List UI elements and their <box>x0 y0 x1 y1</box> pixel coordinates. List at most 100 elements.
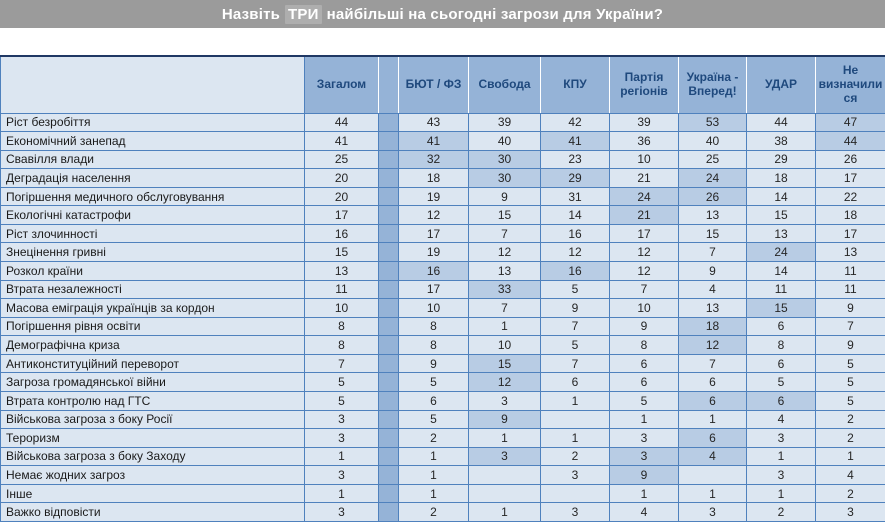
separator-cell <box>378 316 399 337</box>
value-cell: 11 <box>815 261 885 281</box>
value-cell: 4 <box>678 279 747 300</box>
table-row: Демографічна криза 8 8 10 5 8 12 8 9 <box>0 335 885 355</box>
table-body: Ріст безробіття 44 43 39 42 39 53 44 47 Економічн… <box>0 112 885 522</box>
value-cell: 40 <box>678 131 747 151</box>
value-cell: 5 <box>304 372 379 392</box>
table-row: Втрата незалежності 11 17 33 5 7 4 11 11 <box>0 279 885 300</box>
value-cell: 1 <box>468 428 541 448</box>
value-cell: 1 <box>304 483 379 504</box>
value-cell <box>468 465 541 485</box>
value-cell-highlighted: 3 <box>609 446 679 467</box>
value-cell <box>678 465 747 485</box>
title-bar: Назвіть ТРИ найбільші на сьогодні загроз… <box>0 0 885 28</box>
value-cell: 2 <box>398 502 469 522</box>
value-cell: 13 <box>678 298 747 318</box>
value-cell: 15 <box>468 205 541 225</box>
value-cell-highlighted: 21 <box>609 205 679 225</box>
value-cell: 18 <box>815 205 885 225</box>
row-label: Антиконституційний переворот <box>0 353 305 374</box>
value-cell: 36 <box>609 131 679 151</box>
value-cell: 10 <box>398 298 469 318</box>
row-label: Свавілля влади <box>0 149 305 170</box>
value-cell-highlighted: 47 <box>815 112 885 133</box>
value-cell: 12 <box>398 205 469 225</box>
value-cell: 9 <box>815 298 885 318</box>
row-label: Військова загроза з боку Росії <box>0 409 305 430</box>
separator-cell <box>378 502 399 522</box>
value-cell: 12 <box>609 261 679 281</box>
value-cell: 2 <box>746 502 816 522</box>
row-label: Тероризм <box>0 428 305 448</box>
value-cell: 15 <box>746 205 816 225</box>
value-cell: 12 <box>609 242 679 262</box>
separator-cell <box>378 261 399 281</box>
value-cell: 7 <box>540 353 610 374</box>
column-header: Свобода <box>468 56 541 114</box>
value-cell: 4 <box>815 465 885 485</box>
value-cell <box>540 409 610 430</box>
value-cell: 2 <box>815 409 885 430</box>
row-label: Ріст безробіття <box>0 112 305 133</box>
title-suffix: найбільші на сьогодні загрози для Україн… <box>326 5 664 23</box>
table-row: Інше 1 1 1 1 1 2 <box>0 483 885 504</box>
value-cell: 11 <box>815 279 885 300</box>
value-cell: 3 <box>304 409 379 430</box>
value-cell: 29 <box>746 149 816 170</box>
table-row: Військова загроза з боку Росії 3 5 9 1 1 4 2 <box>0 409 885 430</box>
value-cell: 7 <box>678 242 747 262</box>
value-cell: 40 <box>468 131 541 151</box>
separator-cell <box>378 372 399 392</box>
value-cell-highlighted: 53 <box>678 112 747 133</box>
spacer <box>0 28 885 55</box>
value-cell: 39 <box>609 112 679 133</box>
value-cell-highlighted: 33 <box>468 279 541 300</box>
value-cell: 3 <box>609 428 679 448</box>
value-cell: 44 <box>746 112 816 133</box>
value-cell: 4 <box>746 409 816 430</box>
value-cell: 3 <box>304 502 379 522</box>
value-cell: 6 <box>398 390 469 411</box>
value-cell: 16 <box>540 223 610 244</box>
value-cell: 15 <box>304 242 379 262</box>
value-cell: 5 <box>304 390 379 411</box>
separator-cell <box>378 112 399 133</box>
value-cell: 6 <box>678 372 747 392</box>
value-cell: 26 <box>815 149 885 170</box>
value-cell: 6 <box>609 353 679 374</box>
value-cell: 31 <box>540 186 610 207</box>
value-cell: 25 <box>678 149 747 170</box>
value-cell: 5 <box>540 335 610 355</box>
table-row: Погіршення рівня освіти 8 8 1 7 9 18 6 7 <box>0 316 885 337</box>
value-cell: 1 <box>398 483 469 504</box>
separator-cell <box>378 131 399 151</box>
table-row: Розкол країни 13 16 13 16 12 9 14 11 <box>0 261 885 281</box>
value-cell: 9 <box>678 261 747 281</box>
value-cell: 1 <box>468 502 541 522</box>
value-cell: 17 <box>815 168 885 188</box>
value-cell: 3 <box>304 428 379 448</box>
value-cell: 7 <box>468 223 541 244</box>
separator-cell <box>378 446 399 467</box>
row-label: Масова еміграція українців за кордон <box>0 298 305 318</box>
row-label: Економічний занепад <box>0 131 305 151</box>
value-cell: 38 <box>746 131 816 151</box>
threats-table: Загалом БЮТ / ФЗ Свобода КПУ Партія регіонів… <box>0 55 885 522</box>
value-cell: 2 <box>815 483 885 504</box>
table-row: Немає жодних загроз 3 1 3 9 3 4 <box>0 465 885 485</box>
value-cell: 42 <box>540 112 610 133</box>
value-cell: 3 <box>540 502 610 522</box>
value-cell: 5 <box>609 390 679 411</box>
column-header: Україна - Вперед! <box>678 56 747 114</box>
value-cell-highlighted: 24 <box>609 186 679 207</box>
row-label: Загроза громадянської війни <box>0 372 305 392</box>
column-header-zagalom: Загалом <box>304 56 379 114</box>
row-label: Знецінення гривні <box>0 242 305 262</box>
separator-cell <box>378 465 399 485</box>
separator-column-header <box>378 56 399 114</box>
separator-cell <box>378 186 399 207</box>
separator-cell <box>378 242 399 262</box>
table-row: Ріст злочинності 16 17 7 16 17 15 13 17 <box>0 223 885 244</box>
row-label: Погіршення рівня освіти <box>0 316 305 337</box>
value-cell: 14 <box>746 261 816 281</box>
value-cell: 7 <box>609 279 679 300</box>
